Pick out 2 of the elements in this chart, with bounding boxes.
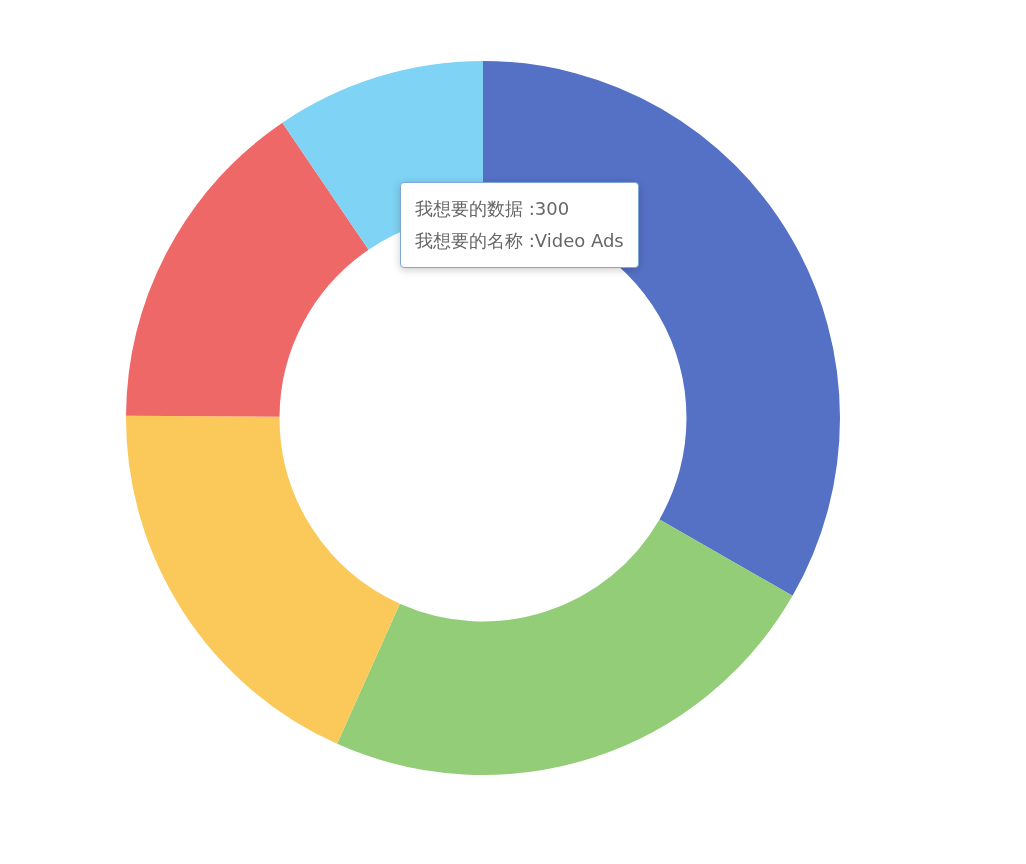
text: 我想要的名称 :Video Ads <box>415 229 624 253</box>
text: 我想要的数据 :300 <box>415 197 571 221</box>
